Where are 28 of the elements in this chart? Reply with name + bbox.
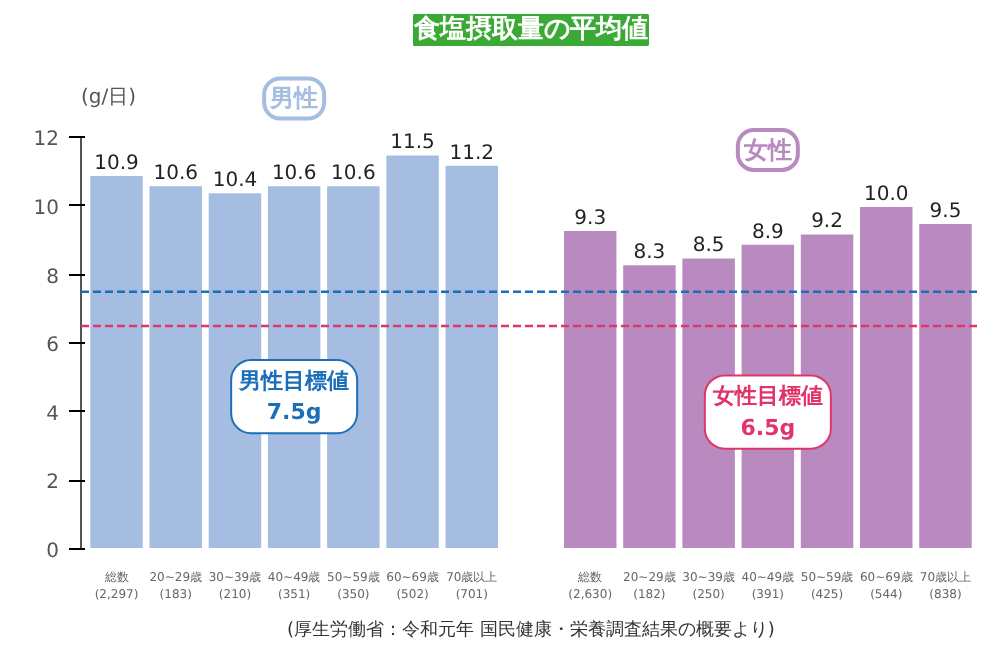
y-tick-label: 12 [33, 129, 60, 152]
y-tick-label: 4 [46, 403, 60, 426]
y-tick-label: 10 [33, 197, 60, 220]
data-label: 9.3 [574, 207, 607, 230]
text: 男性 [268, 84, 319, 113]
y-tick-label: 6 [46, 335, 60, 358]
y-axis-title: (g/日) [81, 87, 137, 110]
data-label: 10.9 [94, 153, 139, 176]
data-label: 8.5 [692, 235, 725, 258]
ref-line-label: 男性目標値 7.5g [237, 368, 350, 426]
y-tick-label: 8 [46, 266, 60, 289]
ref-line-label: 女性目標値 6.5g [710, 383, 823, 441]
y-tick-label: 2 [46, 472, 60, 495]
text: 女性 [741, 135, 792, 164]
data-label: 10.6 [271, 163, 317, 186]
data-label: 10.6 [331, 163, 376, 186]
data-label: 9.5 [929, 201, 962, 224]
data-label: 11.2 [449, 142, 495, 165]
chart-title: 食塩摂取量の平均値 [412, 15, 648, 45]
y-tick-label: 0 [46, 541, 60, 563]
data-label: 8.3 [633, 242, 666, 265]
data-label: 11.5 [390, 132, 435, 155]
data-label: 10.4 [212, 170, 258, 193]
data-label: 10.6 [153, 163, 198, 186]
text: (厚生労働省：令和元年 国民健康・栄養調査結果の概要より) [287, 619, 775, 641]
data-label: 10.0 [864, 183, 909, 206]
data-label: 9.2 [811, 211, 843, 234]
data-label: 8.9 [751, 221, 784, 244]
